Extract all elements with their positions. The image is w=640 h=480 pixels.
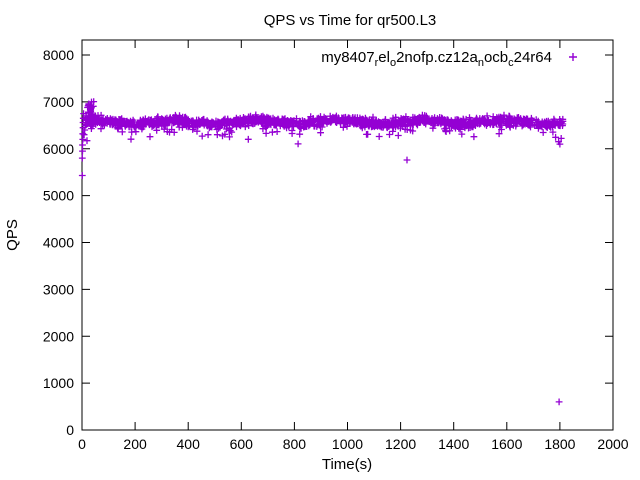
x-tick-label: 1200 [385, 436, 416, 452]
legend-label-segment: 2nofp.cz12a [396, 49, 478, 66]
y-tick-label: 0 [66, 422, 74, 438]
y-tick-label: 2000 [43, 328, 74, 344]
y-axis-label: QPS [4, 219, 21, 251]
legend-label-segment: c [508, 57, 514, 69]
x-tick-label: 600 [230, 436, 254, 452]
legend-label-segment: 24r64 [514, 49, 552, 66]
legend-label-segment: o [390, 57, 396, 69]
legend-label-segment: my8407 [321, 49, 374, 66]
y-tick-label: 1000 [43, 375, 74, 391]
legend: my8407relo2nofp.cz12anocbc24r64 [321, 49, 577, 69]
y-tick-label: 6000 [43, 141, 74, 157]
x-tick-label: 2000 [597, 436, 628, 452]
x-tick-label: 0 [78, 436, 86, 452]
x-tick-label: 1000 [332, 436, 363, 452]
x-tick-label: 1800 [544, 436, 575, 452]
y-tick-label: 3000 [43, 281, 74, 297]
legend-label-segment: n [478, 57, 484, 69]
y-tick-label: 4000 [43, 235, 74, 251]
y-tick-label: 7000 [43, 94, 74, 110]
plot-border-and-ticks [81, 39, 614, 431]
y-tick-label: 8000 [43, 47, 74, 63]
y-tick-label: 5000 [43, 188, 74, 204]
x-tick-label: 1400 [438, 436, 469, 452]
scatter-plus-markers [78, 98, 567, 406]
x-tick-label: 1600 [491, 436, 522, 452]
legend-label-segment: r [375, 57, 379, 69]
legend-plus-marker [569, 53, 577, 61]
legend-label-segment: el [378, 49, 390, 66]
x-tick-label: 400 [177, 436, 201, 452]
x-tick-label: 200 [123, 436, 147, 452]
legend-series-label: my8407relo2nofp.cz12anocbc24r64 [321, 49, 552, 69]
chart-title: QPS vs Time for qr500.L3 [264, 12, 437, 29]
axes-and-ticks: 0 200 400 600 800 1000 1200 1400 1600 1800 2000 0 10… [43, 39, 629, 452]
legend-label-segment: ocb [484, 49, 508, 66]
x-axis-label: Time(s) [322, 456, 372, 473]
data-points-series [78, 98, 567, 406]
x-tick-label: 800 [283, 436, 307, 452]
